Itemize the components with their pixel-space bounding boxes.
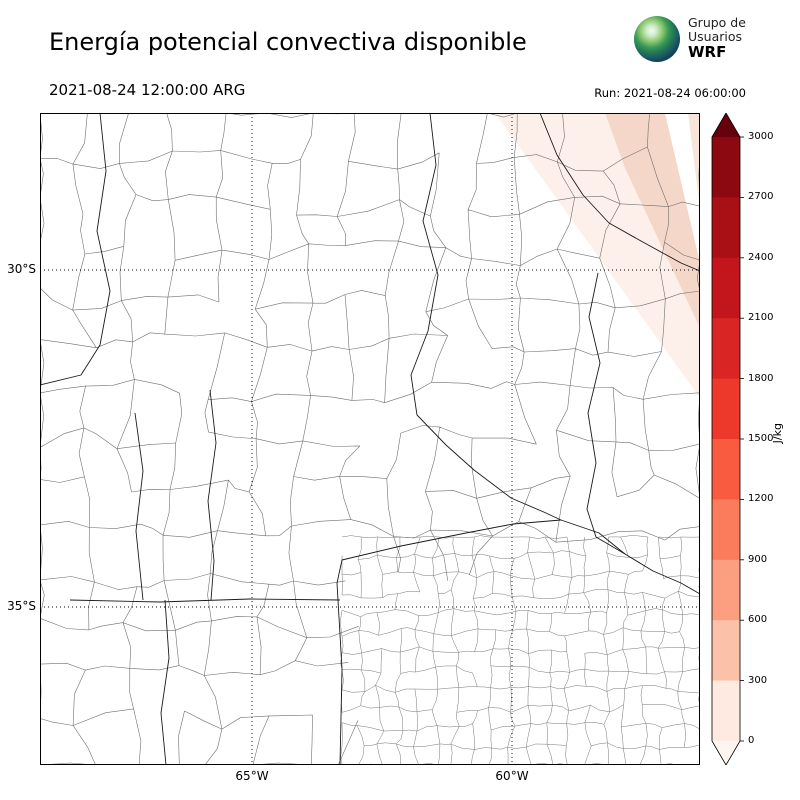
colorbar-tick-3000: 3000 (748, 131, 774, 142)
xtick-65w: 65°W (235, 769, 269, 783)
colorbar-tick-2100: 2100 (748, 312, 774, 324)
xtick-60w: 60°W (495, 769, 529, 783)
logo-line-wrf: WRF (688, 43, 727, 61)
colorbar-tick-1200: 1200 (748, 493, 774, 505)
run-time-label: Run: 2021-08-24 06:00:00 (594, 86, 746, 100)
colorbar-tick-2700: 2700 (748, 191, 774, 203)
colorbar-tick-1500: 1500 (748, 433, 774, 444)
logo-line-1: Grupo de (688, 15, 746, 30)
colorbar-tick-300: 300 (748, 674, 768, 686)
colorbar (700, 112, 760, 766)
colorbar-svg (711, 112, 744, 766)
logo-line-2: Usuarios (688, 29, 743, 44)
colorbar-tick-2400: 2400 (748, 251, 774, 263)
valid-time-label: 2021-08-24 12:00:00 ARG (49, 81, 246, 99)
colorbar-tick-1800: 1800 (748, 372, 774, 384)
colorbar-tick-900: 900 (748, 553, 768, 565)
colorbar-tick-0: 0 (748, 735, 755, 746)
wrf-globe-logo-icon (634, 16, 680, 62)
map-svg (34, 108, 704, 770)
colorbar-unit-label: J/kg (771, 423, 784, 444)
page-title: Energía potencial convectiva disponible (49, 28, 527, 56)
ytick-30s: 30°S (7, 262, 36, 276)
wrf-logo-text: Grupo de Usuarios WRF (688, 16, 746, 61)
colorbar-tick-600: 600 (748, 614, 768, 626)
ytick-35s: 35°S (7, 599, 36, 613)
map-panel (34, 108, 704, 770)
